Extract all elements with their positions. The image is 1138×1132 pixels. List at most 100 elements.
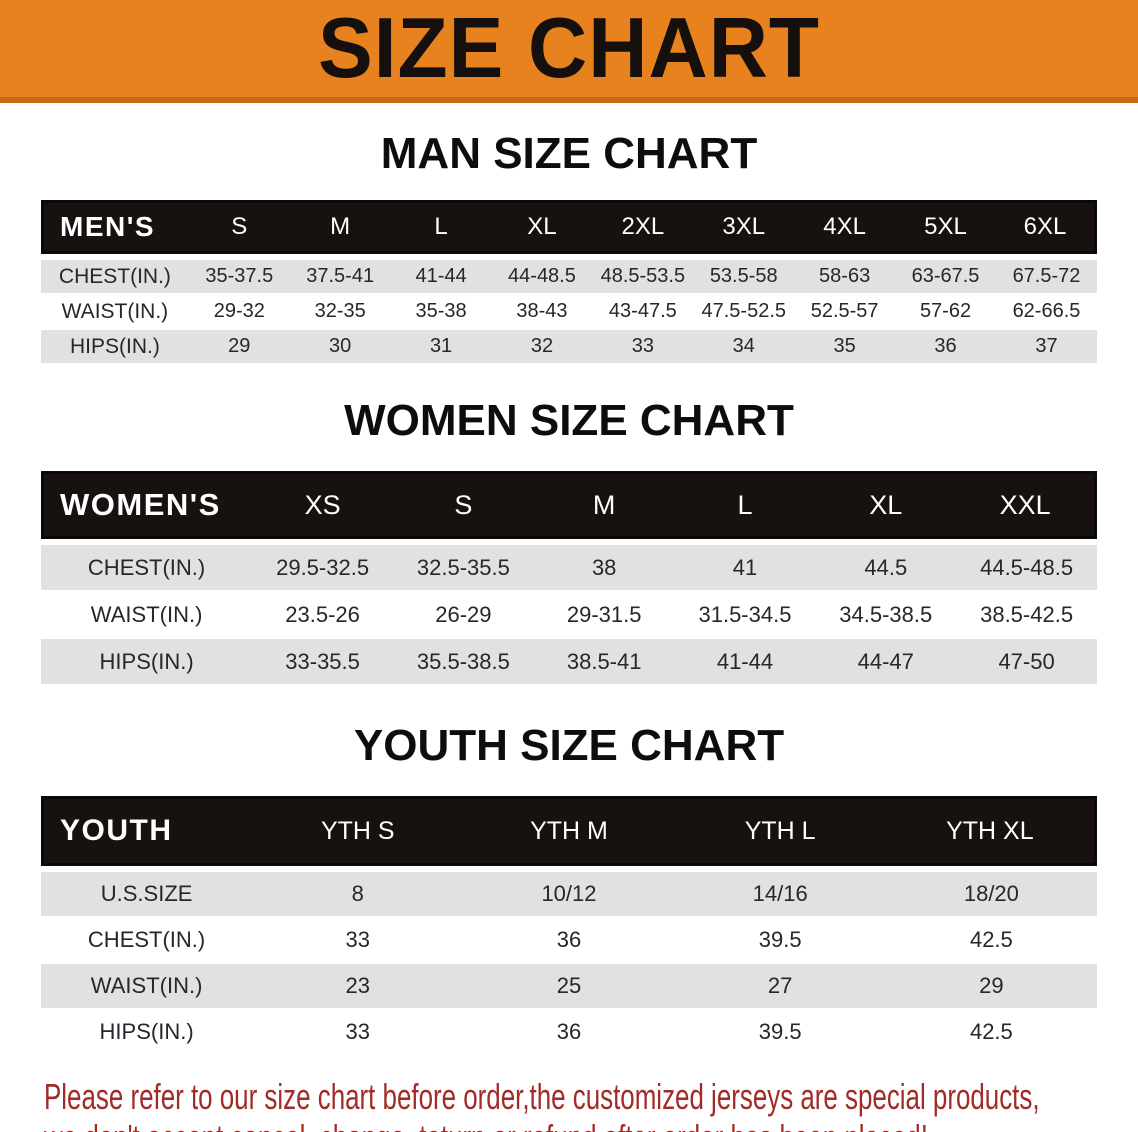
size-value-cell: 35-38: [390, 293, 492, 328]
mens-size-table: MEN'S S M L XL 2XL 3XL 4XL 5XL 6XL CHEST(IN.) 35-37…: [41, 200, 1097, 363]
table-header-row: YOUTH YTH S YTH M YTH L YTH XL: [41, 796, 1097, 866]
man-size-heading: MAN SIZE CHART: [380, 129, 758, 178]
size-value-cell: 41: [674, 539, 816, 590]
row-label: WAIST(IN.): [41, 590, 253, 637]
size-value-cell: 58-63: [794, 254, 896, 293]
size-value-cell: 31: [390, 328, 492, 363]
size-column-header: L: [390, 200, 492, 254]
size-value-cell: 63-67.5: [895, 254, 996, 293]
table-corner-label: YOUTH: [41, 796, 253, 866]
size-value-cell: 38.5-41: [533, 637, 675, 684]
table-row: WAIST(IN.) 23 25 27 29: [41, 962, 1097, 1008]
size-value-cell: 30: [289, 328, 391, 363]
table-header-row: WOMEN'S XS S M L XL XXL: [41, 471, 1097, 539]
youth-size-table: YOUTH YTH S YTH M YTH L YTH XL U.S.SIZE 8 10/12…: [41, 796, 1097, 1054]
row-label: HIPS(IN.): [41, 1008, 253, 1054]
note-line-1: Please refer to our size chart before or…: [44, 1076, 1040, 1117]
size-value-cell: 57-62: [895, 293, 996, 328]
size-column-header: M: [533, 471, 675, 539]
row-label: U.S.SIZE: [41, 866, 253, 916]
size-value-cell: 36: [895, 328, 996, 363]
size-column-header: YTH L: [674, 796, 886, 866]
row-label: HIPS(IN.): [41, 637, 253, 684]
size-value-cell: 35-37.5: [188, 254, 290, 293]
row-label: CHEST(IN.): [41, 539, 253, 590]
size-value-cell: 43-47.5: [592, 293, 694, 328]
womens-size-table: WOMEN'S XS S M L XL XXL CHEST(IN.) 29.5-32.5 32.5…: [41, 471, 1097, 684]
size-value-cell: 25: [463, 962, 675, 1008]
size-value-cell: 41-44: [674, 637, 816, 684]
size-value-cell: 38-43: [491, 293, 593, 328]
size-value-cell: 31.5-34.5: [674, 590, 816, 637]
size-column-header: XL: [815, 471, 957, 539]
size-value-cell: 27: [674, 962, 886, 1008]
size-value-cell: 62-66.5: [995, 293, 1097, 328]
table-row: HIPS(IN.) 33-35.5 35.5-38.5 38.5-41 41-44 44-…: [41, 637, 1097, 684]
size-column-header: XXL: [956, 471, 1097, 539]
size-column-header: XS: [252, 471, 393, 539]
size-value-cell: 26-29: [392, 590, 534, 637]
table-row: WAIST(IN.) 23.5-26 26-29 29-31.5 31.5-34.5 34…: [41, 590, 1097, 637]
size-column-header: XL: [491, 200, 593, 254]
size-value-cell: 36: [463, 1008, 675, 1054]
size-column-header: 5XL: [895, 200, 996, 254]
size-value-cell: 35.5-38.5: [392, 637, 534, 684]
size-value-cell: 39.5: [674, 916, 886, 962]
size-value-cell: 33-35.5: [252, 637, 393, 684]
size-value-cell: 67.5-72: [995, 254, 1097, 293]
women-size-section: WOMEN SIZE CHART WOMEN'S XS S M L XL XXL CHEST(…: [0, 397, 1138, 684]
size-value-cell: 36: [463, 916, 675, 962]
size-column-header: M: [289, 200, 391, 254]
size-value-cell: 23: [252, 962, 464, 1008]
size-value-cell: 34.5-38.5: [815, 590, 957, 637]
table-row: CHEST(IN.) 29.5-32.5 32.5-35.5 38 41 44.5 44.5…: [41, 539, 1097, 590]
size-value-cell: 29-31.5: [533, 590, 675, 637]
table-row: CHEST(IN.) 33 36 39.5 42.5: [41, 916, 1097, 962]
size-value-cell: 10/12: [463, 866, 675, 916]
size-value-cell: 23.5-26: [252, 590, 393, 637]
size-value-cell: 32: [491, 328, 593, 363]
man-size-section: MAN SIZE CHART MEN'S S M L XL 2XL 3XL 4XL 5XL 6XL…: [0, 130, 1138, 363]
size-value-cell: 47-50: [956, 637, 1097, 684]
size-column-header: 3XL: [693, 200, 795, 254]
size-column-header: S: [188, 200, 290, 254]
size-value-cell: 33: [252, 916, 464, 962]
size-column-header: YTH S: [252, 796, 464, 866]
size-value-cell: 29.5-32.5: [252, 539, 393, 590]
order-policy-note: Please refer to our size chart before or…: [44, 1076, 1138, 1132]
size-column-header: S: [392, 471, 534, 539]
row-label: WAIST(IN.): [41, 293, 189, 328]
size-column-header: 4XL: [794, 200, 896, 254]
size-value-cell: 35: [794, 328, 896, 363]
size-value-cell: 38: [533, 539, 675, 590]
size-value-cell: 48.5-53.5: [592, 254, 694, 293]
size-value-cell: 44-48.5: [491, 254, 593, 293]
size-value-cell: 42.5: [885, 916, 1097, 962]
size-column-header: 6XL: [995, 200, 1097, 254]
size-value-cell: 44.5-48.5: [956, 539, 1097, 590]
size-value-cell: 37.5-41: [289, 254, 391, 293]
size-value-cell: 44.5: [815, 539, 957, 590]
table-row: CHEST(IN.) 35-37.5 37.5-41 41-44 44-48.5 48.5…: [41, 254, 1097, 293]
size-value-cell: 39.5: [674, 1008, 886, 1054]
row-label: WAIST(IN.): [41, 962, 253, 1008]
women-size-heading: WOMEN SIZE CHART: [344, 396, 794, 445]
size-value-cell: 32.5-35.5: [392, 539, 534, 590]
size-column-header: YTH XL: [885, 796, 1097, 866]
size-value-cell: 29: [885, 962, 1097, 1008]
size-value-cell: 42.5: [885, 1008, 1097, 1054]
row-label: HIPS(IN.): [41, 328, 189, 363]
table-row: U.S.SIZE 8 10/12 14/16 18/20: [41, 866, 1097, 916]
size-value-cell: 33: [252, 1008, 464, 1054]
table-row: WAIST(IN.) 29-32 32-35 35-38 38-43 43-47.5 47.…: [41, 293, 1097, 328]
youth-size-heading: YOUTH SIZE CHART: [353, 721, 785, 770]
size-column-header: 2XL: [592, 200, 694, 254]
size-value-cell: 29-32: [188, 293, 290, 328]
size-value-cell: 44-47: [815, 637, 957, 684]
size-value-cell: 14/16: [674, 866, 886, 916]
size-value-cell: 53.5-58: [693, 254, 795, 293]
banner-title: SIZE CHART: [318, 0, 820, 96]
size-column-header: L: [674, 471, 816, 539]
size-value-cell: 18/20: [885, 866, 1097, 916]
size-value-cell: 47.5-52.5: [693, 293, 795, 328]
